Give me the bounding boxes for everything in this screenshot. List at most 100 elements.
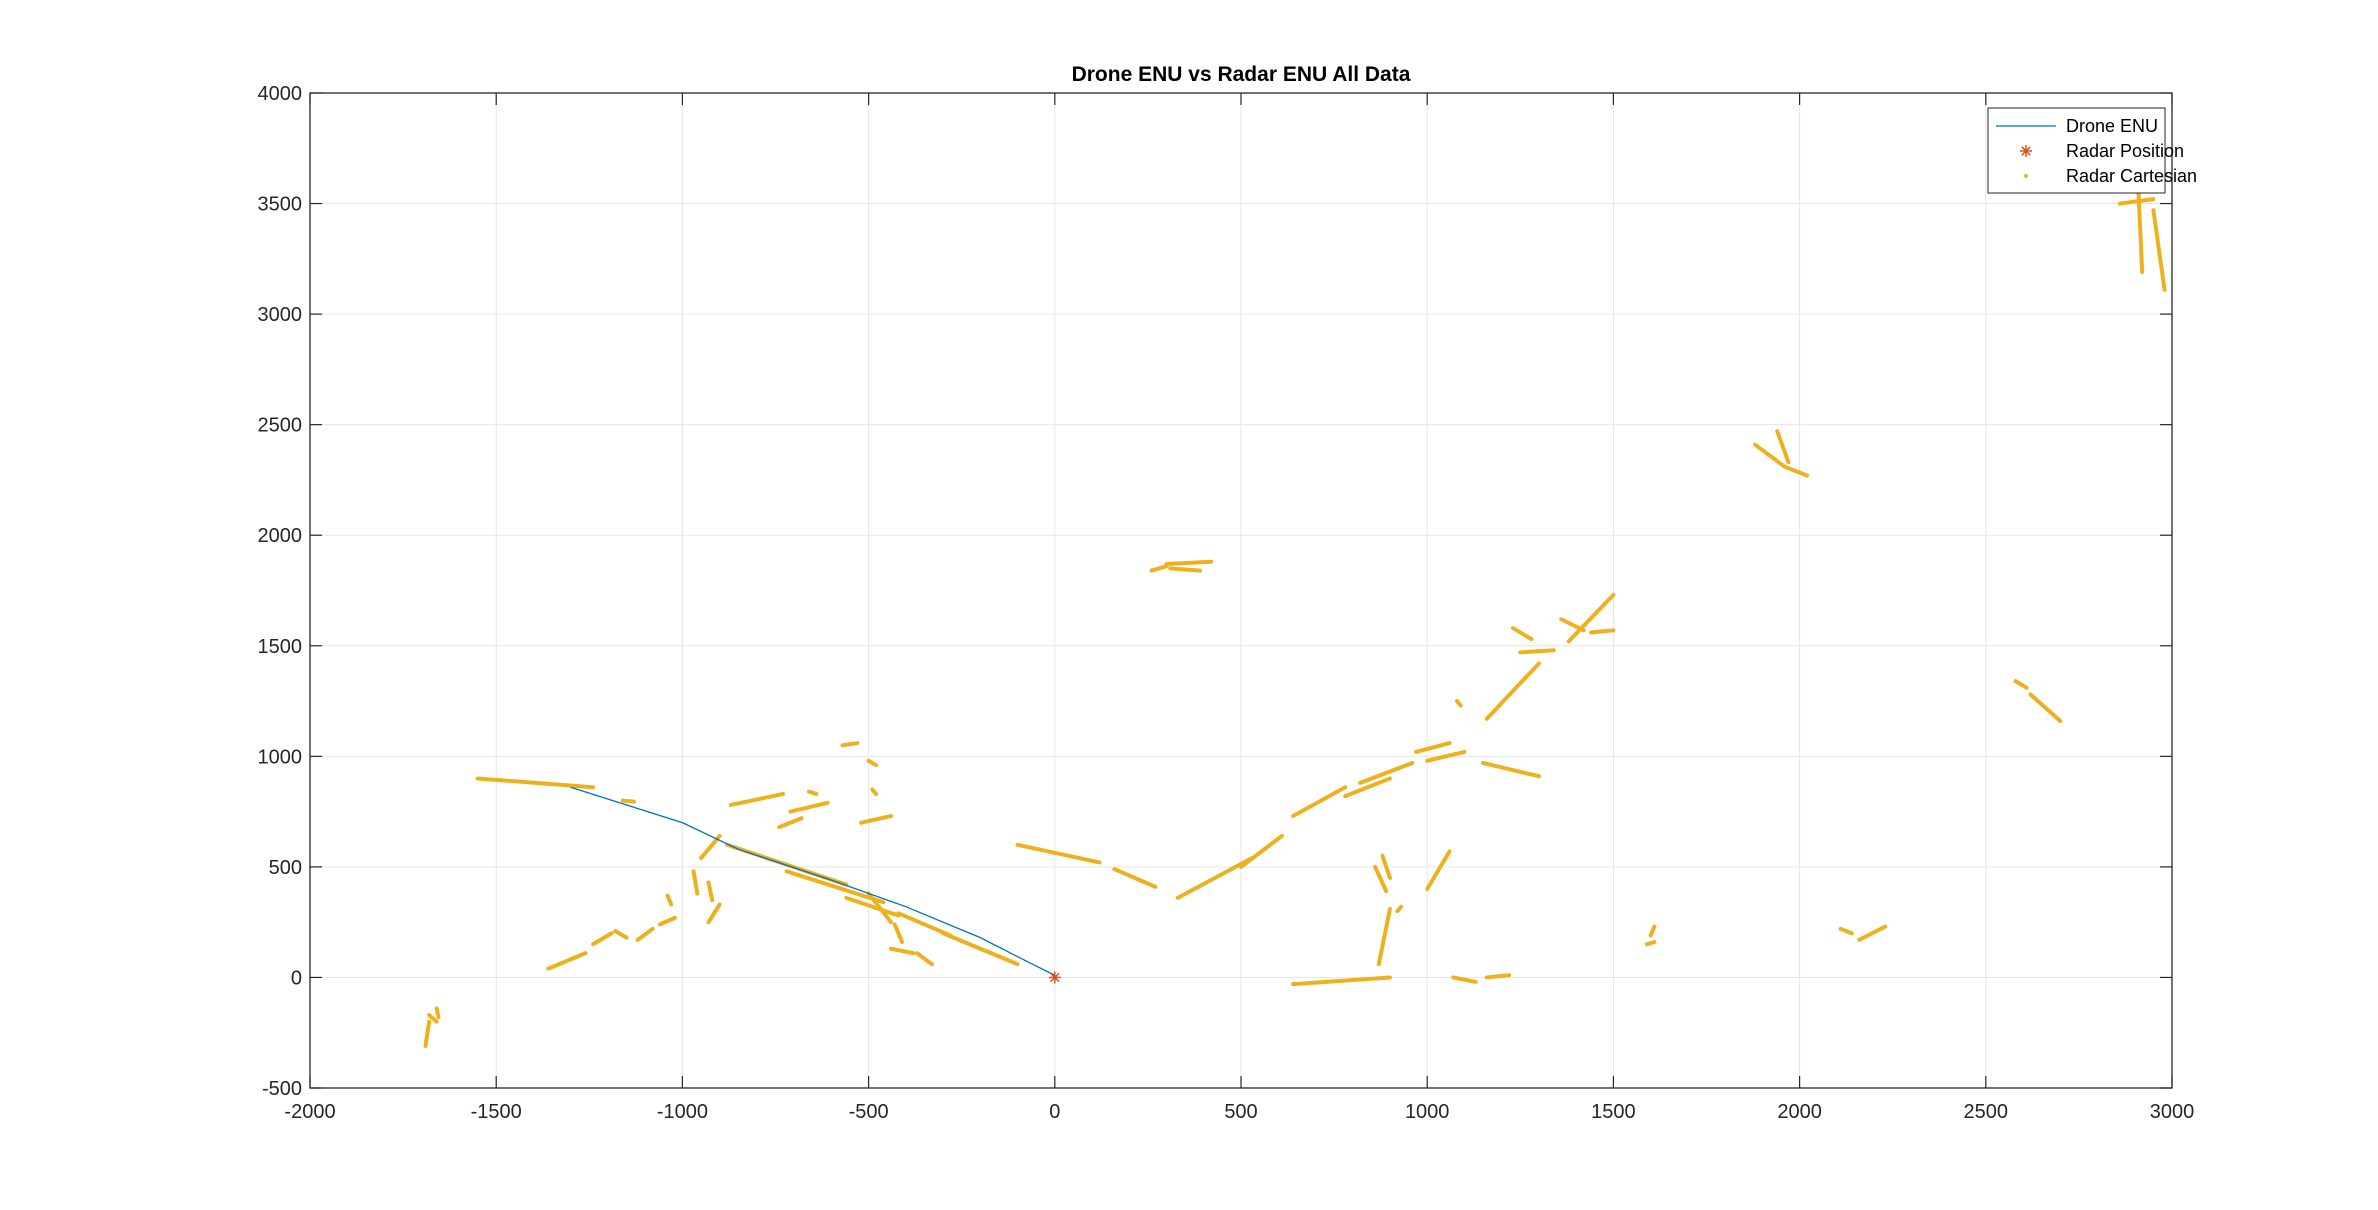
radar-cartesian-track	[706, 880, 715, 903]
radar-cartesian-track	[1015, 842, 1102, 865]
radar-cartesian-track	[635, 926, 655, 942]
radar-cartesian-track	[1566, 592, 1616, 644]
radar-cartesian-track	[1484, 661, 1541, 721]
radar-cartesian-track	[1484, 973, 1512, 980]
radar-cartesian-track	[844, 895, 901, 918]
radar-cartesian-track	[620, 798, 636, 804]
y-tick-label: 3000	[258, 304, 303, 326]
y-tick-label: 1500	[258, 636, 303, 658]
y-tick-label: 4000	[258, 83, 303, 105]
radar-cartesian-track	[915, 951, 934, 967]
radar-cartesian-track	[546, 951, 588, 971]
radar-cartesian-track	[870, 787, 879, 796]
radar-cartesian-track	[591, 931, 614, 947]
radar-cartesian-track	[1358, 760, 1415, 785]
radar-cartesian-track	[1239, 833, 1284, 869]
radar-cartesian-track	[1838, 926, 1854, 936]
x-tick-label: -1000	[657, 1101, 708, 1123]
radar-cartesian-track	[1291, 785, 1348, 819]
radar-cartesian-track	[1380, 853, 1392, 880]
radar-cartesian-track	[1373, 864, 1389, 894]
radar-cartesian-track	[423, 1019, 432, 1048]
radar-cartesian-track	[434, 1006, 441, 1020]
radar-cartesian-track	[699, 833, 722, 861]
radar-cartesian-track	[665, 893, 674, 907]
radar-cartesian-track	[2117, 197, 2156, 206]
radar-cartesian-track	[1518, 648, 1556, 655]
x-tick-label: 1000	[1405, 1101, 1450, 1123]
legend-radar-star-icon	[2020, 145, 2032, 157]
radar-cartesian-track	[2028, 692, 2063, 723]
x-tick-label: 2000	[1777, 1101, 1822, 1123]
radar-cartesian-track	[777, 816, 804, 830]
radar-cartesian-track	[2013, 679, 2029, 690]
legend-swatch-radar-cartesian	[2024, 174, 2028, 178]
radar-cartesian-track	[1752, 442, 1787, 469]
radar-cartesian-track	[1857, 924, 1888, 942]
radar-cartesian-track	[427, 1013, 439, 1024]
radar-cartesian-track	[1775, 429, 1791, 465]
y-tick-label: 1000	[258, 746, 303, 768]
y-tick-label: -500	[262, 1078, 302, 1100]
radar-cartesian-track	[1644, 940, 1657, 947]
radar-cartesian-track	[2136, 190, 2145, 275]
y-tick-label: 3500	[258, 194, 303, 216]
radar-cartesian-track	[1376, 906, 1392, 967]
radar-cartesian-track	[1782, 464, 1810, 478]
y-tick-labels: -500 0 500 1000 1500 2000 2500 3000 3500 4000	[258, 83, 303, 1100]
radar-cartesian-track	[1481, 760, 1541, 779]
radar-cartesian-track	[1425, 749, 1467, 763]
x-tick-label: 2500	[1964, 1101, 2009, 1123]
legend-swatch-radar-position	[2020, 145, 2032, 157]
radar-cartesian-track	[1454, 699, 1463, 708]
legend-label-radar-position: Radar Position	[2066, 141, 2184, 161]
data-layer	[423, 159, 2167, 1048]
radar-cartesian-track	[888, 946, 916, 956]
x-tick-label: -1500	[471, 1101, 522, 1123]
radar-cartesian-track	[1164, 559, 1214, 566]
radar-cartesian-track	[892, 922, 905, 945]
radar-cartesian-track	[840, 741, 860, 748]
radar-cartesian-track	[1425, 849, 1452, 891]
radar-cartesian-track	[1343, 776, 1392, 799]
radar-cartesian-track	[1149, 564, 1169, 573]
radar-cartesian-track	[691, 869, 700, 896]
radar-cartesian-track	[658, 915, 677, 927]
radar-cartesian-track	[1112, 867, 1158, 889]
x-tick-label: 0	[1049, 1101, 1060, 1123]
radar-cartesian-track	[1168, 566, 1203, 573]
radar-cartesian-track	[866, 758, 879, 768]
radar-cartesian-track	[1451, 975, 1478, 984]
x-tick-label: 3000	[2150, 1101, 2195, 1123]
radar-cartesian-track	[807, 789, 819, 796]
x-tick-label: -2000	[284, 1101, 335, 1123]
y-tick-label: 2500	[258, 415, 303, 437]
radar-position-marker	[1048, 971, 1061, 984]
x-tick-label: 500	[1224, 1101, 1257, 1123]
legend: Drone ENU Radar Position Radar Cartesian	[1987, 107, 2197, 194]
legend-label-radar-cartesian: Radar Cartesian	[2066, 166, 2197, 186]
radar-cartesian-track	[1648, 924, 1657, 938]
radar-cartesian-track	[788, 800, 830, 814]
radar-cartesian-track	[1395, 904, 1404, 914]
y-tick-label: 0	[291, 967, 302, 989]
chart-title: Drone ENU vs Radar ENU All Data	[1072, 63, 1411, 86]
radar-cartesian-track	[784, 869, 886, 905]
radar-cartesian-track	[475, 776, 596, 790]
radar-cartesian-track	[1589, 628, 1616, 635]
radar-cartesian-track	[859, 814, 893, 825]
radar-cartesian-track	[1175, 856, 1255, 900]
y-tick-label: 2000	[258, 525, 303, 547]
radar-cartesian-track	[2151, 208, 2167, 292]
radar-cartesian-track	[941, 931, 1020, 967]
x-tick-labels: -2000 -1500 -1000 -500 0 500 1000 1500 2000 2500 3…	[284, 1101, 2194, 1123]
legend-box	[1987, 107, 2166, 194]
x-tick-label: 1500	[1591, 1101, 1636, 1123]
legend-label-drone: Drone ENU	[2066, 116, 2158, 136]
radar-cartesian-track	[706, 902, 722, 925]
y-tick-label: 500	[269, 857, 302, 879]
tick-marks	[309, 92, 2173, 1089]
series-drone-enu-line	[570, 786, 1056, 976]
x-tick-label: -500	[849, 1101, 889, 1123]
